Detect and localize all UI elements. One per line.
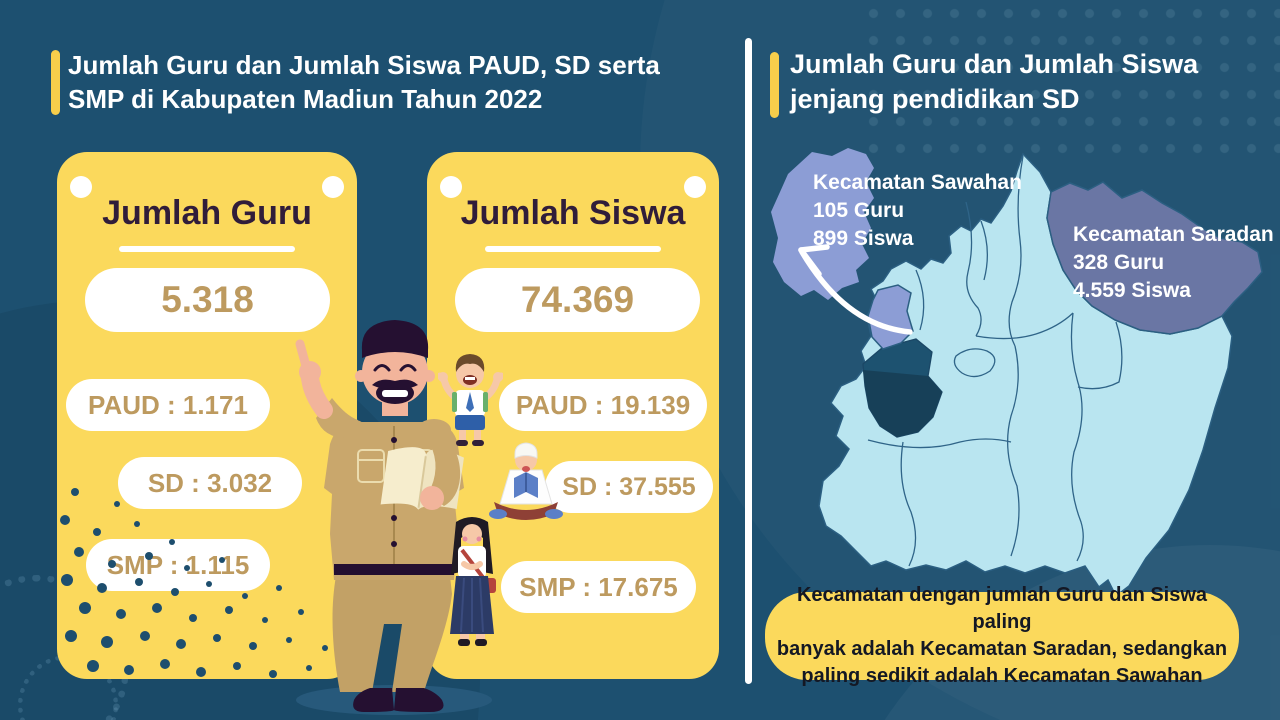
map-enclave-shade — [863, 370, 942, 437]
teacher-illustration — [295, 320, 492, 715]
right-title-line2: jenjang pendidikan SD — [790, 84, 1080, 114]
card-underline — [485, 246, 661, 252]
map-of-kabupaten-madiun — [771, 148, 1263, 598]
siswa-smp-pill: SMP : 17.675 — [501, 561, 696, 613]
right-title-line1: Jumlah Guru dan Jumlah Siswa — [790, 49, 1199, 79]
smp-student-icon — [450, 517, 496, 646]
card-hole-icon — [322, 176, 344, 198]
saradan-label: Kecamatan Saradan 328 Guru 4.559 Siswa — [1073, 221, 1274, 305]
title-accent-bar — [770, 52, 779, 118]
sawahan-callout-shape — [771, 148, 874, 300]
left-title-line2: SMP di Kabupaten Madiun Tahun 2022 — [68, 84, 543, 114]
card-hole-icon — [440, 176, 462, 198]
paud-student-icon — [438, 354, 503, 446]
card-underline — [119, 246, 295, 252]
curved-arrow-icon — [798, 244, 913, 335]
guru-card-title: Jumlah Guru — [102, 194, 312, 232]
siswa-card-title: Jumlah Siswa — [460, 194, 686, 232]
map-district-borders — [867, 155, 1123, 567]
sawahan-siswa: 899 Siswa — [813, 227, 914, 250]
siswa-total-pill: 74.369 — [455, 268, 700, 332]
note-line2: banyak adalah Kecamatan Saradan, sedangk… — [776, 638, 1228, 660]
sd-student-icon — [489, 442, 563, 520]
panel-divider — [745, 38, 752, 684]
guru-card: Jumlah Guru 5.318 PAUD : 1.171 SD : 3.03… — [57, 152, 357, 679]
note-line1: Kecamatan dengan jumlah Guru dan Siswa p… — [796, 584, 1208, 633]
guru-sd-pill: SD : 3.032 — [118, 457, 302, 509]
sawahan-label: Kecamatan Sawahan 105 Guru 899 Siswa — [813, 169, 1022, 253]
background-dot-grid — [860, 0, 1280, 168]
card-hole-icon — [684, 176, 706, 198]
sawahan-name: Kecamatan Sawahan — [813, 171, 1022, 194]
title-accent-bar — [51, 50, 60, 115]
card-hole-icon — [70, 176, 92, 198]
right-panel-title: Jumlah Guru dan Jumlah Siswa jenjang pen… — [790, 47, 1260, 117]
note-line3: paling sedikit adalah Kecamatan Sawahan — [801, 665, 1203, 687]
card-dots-decoration — [60, 488, 348, 679]
guru-paud-pill: PAUD : 1.171 — [66, 379, 270, 431]
saradan-guru: 328 Guru — [1073, 251, 1165, 274]
guru-smp-pill: SMP : 1.115 — [86, 539, 270, 591]
map-region-saradan — [1046, 181, 1263, 335]
conclusion-note: Kecamatan dengan jumlah Guru dan Siswa p… — [765, 584, 1239, 687]
guru-total-pill: 5.318 — [85, 268, 330, 332]
saradan-name: Kecamatan Saradan — [1073, 223, 1274, 246]
sawahan-guru: 105 Guru — [813, 199, 905, 222]
saradan-siswa: 4.559 Siswa — [1073, 279, 1191, 302]
left-title-line1: Jumlah Guru dan Jumlah Siswa PAUD, SD se… — [68, 50, 660, 80]
left-panel-title: Jumlah Guru dan Jumlah Siswa PAUD, SD se… — [68, 48, 728, 116]
siswa-paud-pill: PAUD : 19.139 — [499, 379, 707, 431]
siswa-sd-pill: SD : 37.555 — [545, 461, 713, 513]
